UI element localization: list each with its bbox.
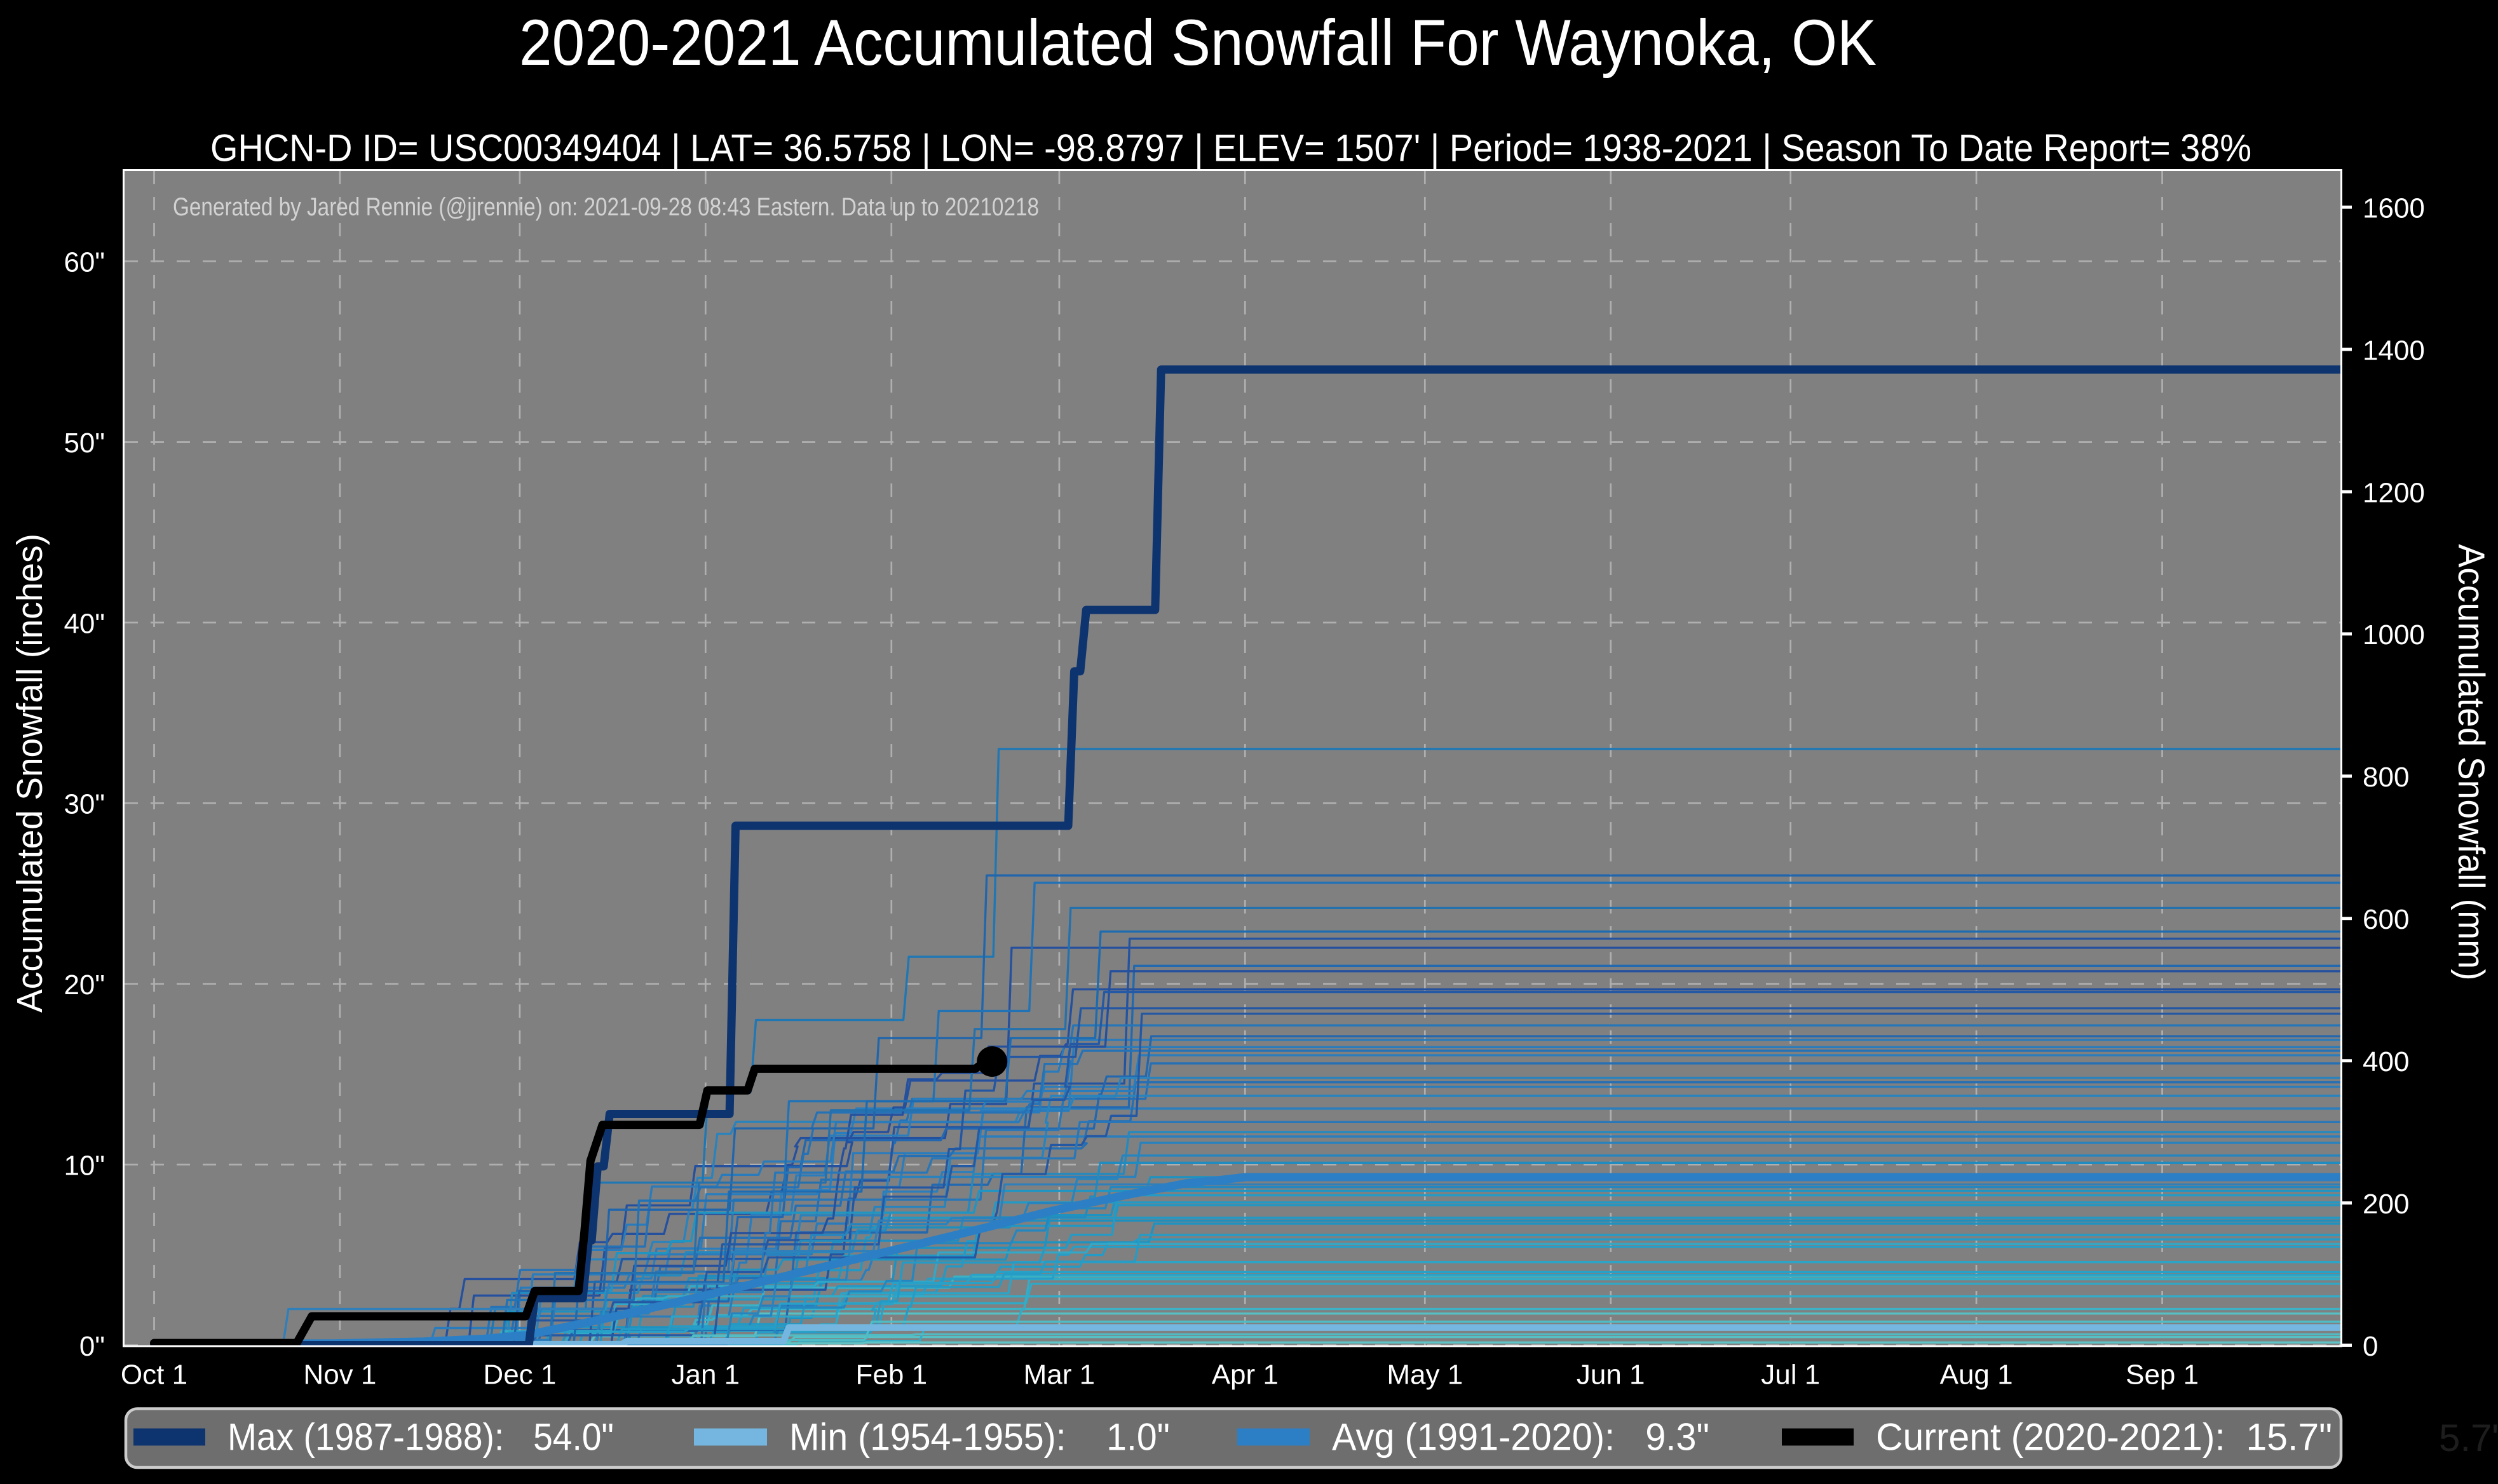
svg-text:Accumulated Snowfall (inches): Accumulated Snowfall (inches): [10, 534, 50, 1013]
svg-text:1000: 1000: [2363, 619, 2425, 651]
svg-text:Mar 1: Mar 1: [1024, 1359, 1095, 1391]
svg-text:1200: 1200: [2363, 477, 2425, 508]
svg-text:5.7": 5.7": [2439, 1417, 2498, 1459]
svg-text:GHCN-D ID= USC00349404 | LAT=: GHCN-D ID= USC00349404 | LAT= 36.5758 | …: [210, 127, 2251, 170]
svg-text:1400: 1400: [2363, 335, 2425, 366]
svg-text:Aug 1: Aug 1: [1940, 1359, 2013, 1391]
svg-text:Min (1954-1955): 1.0": Min (1954-1955): 1.0": [789, 1416, 1170, 1459]
svg-text:200: 200: [2363, 1189, 2409, 1220]
svg-text:60": 60": [64, 246, 105, 278]
svg-text:Feb 1: Feb 1: [856, 1359, 928, 1391]
svg-text:Dec 1: Dec 1: [483, 1359, 556, 1391]
svg-text:Nov 1: Nov 1: [303, 1359, 376, 1391]
svg-text:600: 600: [2363, 904, 2409, 935]
svg-text:10": 10": [64, 1150, 105, 1181]
svg-text:Max (1987-1988): 54.0": Max (1987-1988): 54.0": [227, 1416, 614, 1459]
svg-text:40": 40": [64, 608, 105, 639]
svg-text:30": 30": [64, 789, 105, 820]
svg-text:Current (2020-2021): 15.7": Current (2020-2021): 15.7": [1876, 1416, 2332, 1459]
svg-text:Jul 1: Jul 1: [1761, 1359, 1820, 1391]
svg-text:50": 50": [64, 428, 105, 459]
svg-text:0": 0": [79, 1331, 105, 1362]
svg-text:Generated by Jared Rennie (@jj: Generated by Jared Rennie (@jjrennie) on…: [173, 193, 1039, 221]
svg-text:Apr 1: Apr 1: [1212, 1359, 1279, 1391]
svg-text:Sep 1: Sep 1: [2126, 1359, 2199, 1391]
svg-text:1600: 1600: [2363, 192, 2425, 224]
svg-text:May 1: May 1: [1387, 1359, 1463, 1391]
svg-text:Avg (1991-2020): 9.3": Avg (1991-2020): 9.3": [1332, 1416, 1709, 1459]
svg-text:400: 400: [2363, 1046, 2409, 1077]
svg-text:800: 800: [2363, 762, 2409, 793]
svg-text:Jun 1: Jun 1: [1577, 1359, 1645, 1391]
svg-text:0: 0: [2363, 1331, 2378, 1362]
svg-text:Jan 1: Jan 1: [671, 1359, 740, 1391]
svg-text:20": 20": [64, 969, 105, 1001]
svg-text:Accumulated Snowfall (mm): Accumulated Snowfall (mm): [2450, 544, 2492, 981]
svg-text:2020-2021 Accumulated Snowfall: 2020-2021 Accumulated Snowfall For Wayno…: [519, 6, 1877, 79]
svg-text:Oct 1: Oct 1: [121, 1359, 187, 1391]
